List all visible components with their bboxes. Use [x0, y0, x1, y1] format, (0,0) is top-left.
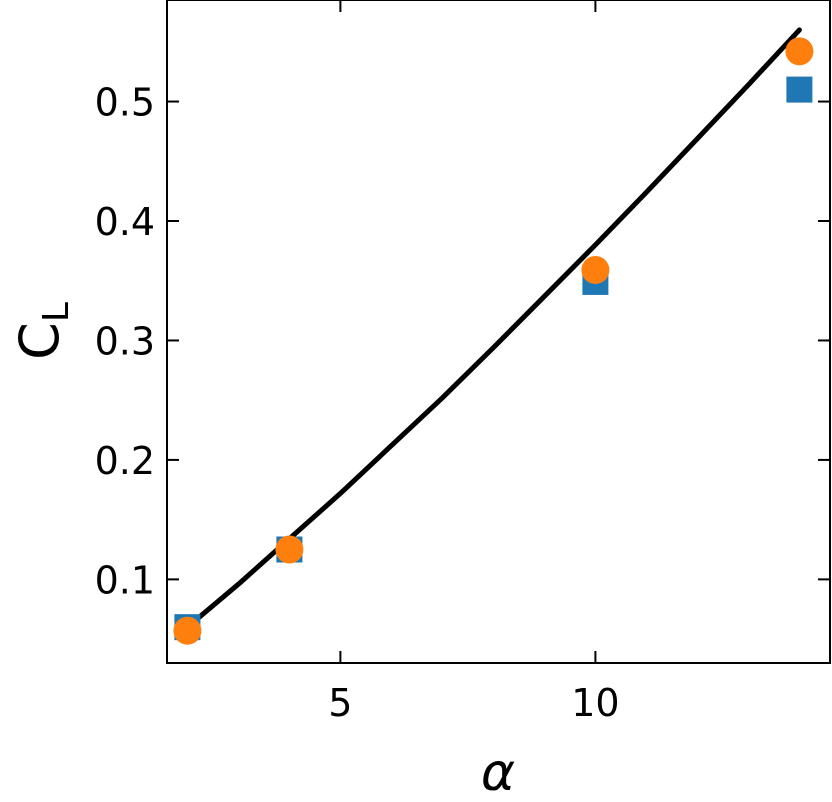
- ticks-layer: 5 10 0.1 0.2 0.3 0.4 0.5: [95, 0, 830, 725]
- x-axis-label: α: [481, 743, 515, 802]
- plot-frame: [166, 0, 831, 664]
- x-tick-label: 10: [571, 681, 619, 725]
- y-tick-label: 0.1: [95, 558, 155, 602]
- x-tick-label: 5: [328, 681, 352, 725]
- circle-marker: [581, 255, 610, 284]
- square-marker: [786, 76, 813, 103]
- y-tick-label: 0.2: [95, 439, 155, 483]
- y-tick-label: 0.4: [95, 200, 155, 244]
- circle-marker: [173, 616, 202, 645]
- y-tick-label: 0.5: [95, 81, 155, 125]
- y-tick-label: 0.3: [95, 319, 155, 363]
- markers-layer: [173, 37, 814, 645]
- y-axis-label-subscript: L: [36, 302, 77, 322]
- y-axis-label: CL: [8, 302, 77, 360]
- circle-marker: [275, 535, 304, 564]
- y-axis-label-main: C: [8, 322, 71, 360]
- circle-marker: [785, 37, 814, 66]
